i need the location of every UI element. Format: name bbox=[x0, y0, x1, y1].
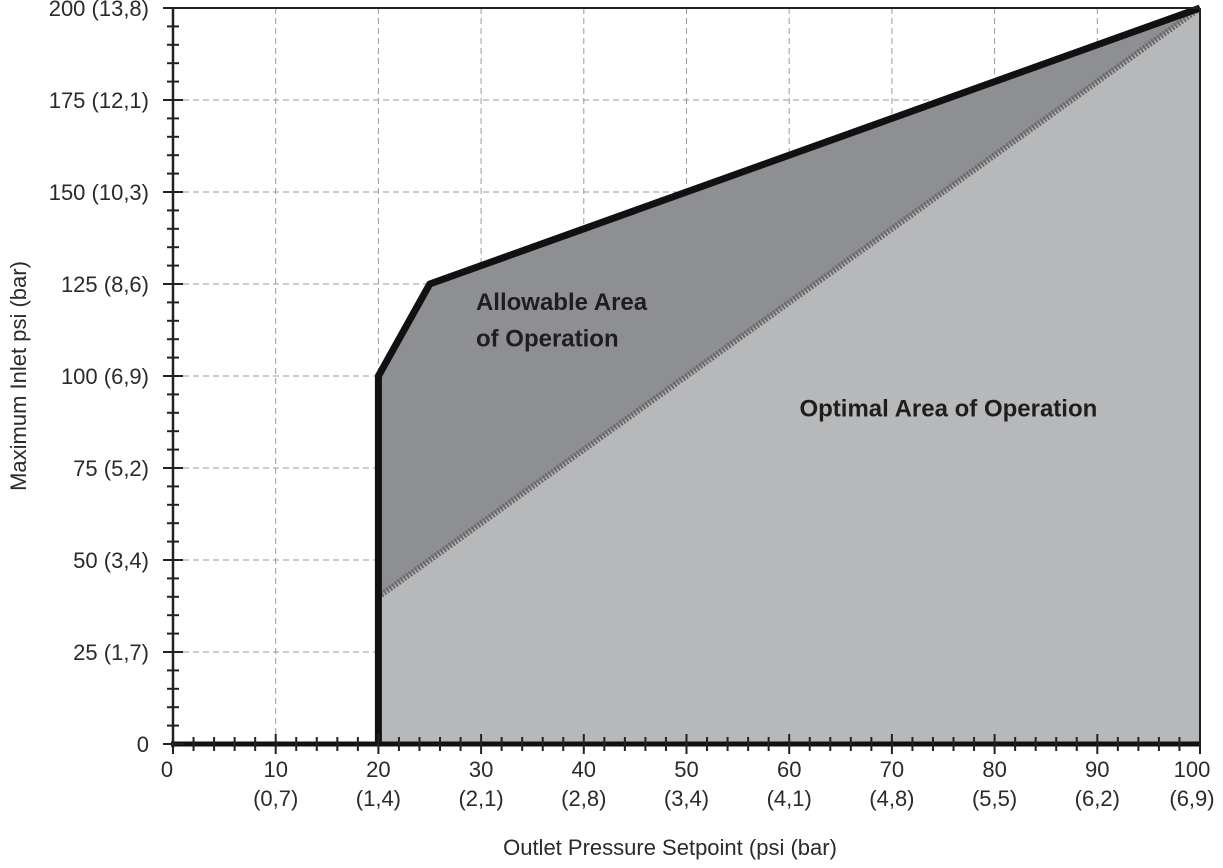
region-label: Allowable Area bbox=[476, 289, 648, 316]
tick-labels: 025 (1,7)50 (3,4)75 (5,2)100 (6,9)125 (8… bbox=[49, 0, 1215, 811]
y-tick-label: 50 (3,4) bbox=[73, 548, 149, 573]
y-tick-label: 25 (1,7) bbox=[73, 640, 149, 665]
x-tick-sublabel: (6,9) bbox=[1169, 786, 1214, 811]
optimal-area bbox=[378, 8, 1200, 744]
x-tick-label: 90 bbox=[1085, 757, 1109, 782]
x-tick-sublabel: (3,4) bbox=[664, 786, 709, 811]
x-tick-sublabel: (6,2) bbox=[1075, 786, 1120, 811]
x-tick-label: 100 bbox=[1174, 757, 1211, 782]
y-tick-label: 75 (5,2) bbox=[73, 456, 149, 481]
y-tick-label: 175 (12,1) bbox=[49, 88, 149, 113]
x-tick-label: 0 bbox=[161, 757, 173, 782]
y-tick-label: 200 (13,8) bbox=[49, 0, 149, 21]
y-tick-label: 125 (8,6) bbox=[61, 272, 149, 297]
tick-marks bbox=[163, 7, 1201, 754]
x-tick-label: 30 bbox=[469, 757, 493, 782]
x-tick-label: 50 bbox=[674, 757, 698, 782]
x-tick-label: 70 bbox=[880, 757, 904, 782]
region-label: of Operation bbox=[476, 326, 619, 353]
x-tick-sublabel: (4,1) bbox=[767, 786, 812, 811]
x-tick-sublabel: (2,1) bbox=[458, 786, 503, 811]
x-tick-sublabel: (1,4) bbox=[356, 786, 401, 811]
x-tick-sublabel: (2,8) bbox=[561, 786, 606, 811]
plot-areas bbox=[378, 8, 1200, 744]
y-axis-title: Maximum Inlet psi (bar) bbox=[6, 261, 31, 491]
x-tick-label: 80 bbox=[982, 757, 1006, 782]
region-label: Optimal Area of Operation bbox=[799, 395, 1097, 422]
optimal-boundary-line bbox=[376, 5, 1202, 600]
x-tick-label: 40 bbox=[572, 757, 596, 782]
x-tick-label: 20 bbox=[366, 757, 390, 782]
x-axis-title: Outlet Pressure Setpoint (psi (bar) bbox=[503, 835, 837, 860]
x-tick-label: 10 bbox=[263, 757, 287, 782]
region-labels: Allowable Area of Operation Optimal Area o… bbox=[476, 289, 1097, 423]
y-tick-label: 150 (10,3) bbox=[49, 180, 149, 205]
x-tick-sublabel: (5,5) bbox=[972, 786, 1017, 811]
x-tick-sublabel: (4,8) bbox=[869, 786, 914, 811]
allowable-boundary-line bbox=[374, 4, 1202, 744]
y-tick-label: 0 bbox=[137, 732, 149, 757]
x-tick-sublabel: (0,7) bbox=[253, 786, 298, 811]
boundary-lines bbox=[374, 4, 1202, 744]
y-tick-label: 100 (6,9) bbox=[61, 364, 149, 389]
x-tick-label: 60 bbox=[777, 757, 801, 782]
